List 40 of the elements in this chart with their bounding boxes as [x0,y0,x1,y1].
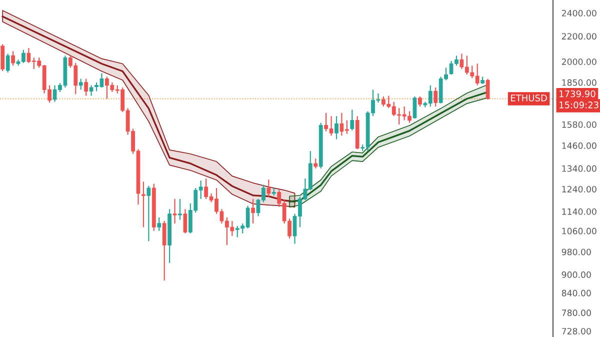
y-tick-label: 1340.00 [562,165,596,172]
candlestick [314,158,318,169]
candlestick [6,53,10,74]
candlestick [418,96,422,108]
candlestick [142,181,146,228]
y-tick-label: 728.00 [562,328,591,334]
candlestick [434,86,438,108]
candlestick [84,78,88,96]
y-tick-label: 2400.00 [562,10,596,16]
text: 15:09:23 [560,102,598,108]
annotation: ETHUSD [511,94,547,102]
candlestick [178,198,182,220]
y-tick-label: 2200.00 [562,33,596,40]
y-tick-label: 780.00 [562,310,591,316]
candlestick [146,185,151,242]
y-tick-label: 840.00 [562,290,591,296]
ref-line-label: 1739.90 [560,90,596,98]
y-tick-label: 2000.00 [562,58,596,66]
candlestick [157,216,162,232]
candlestick [266,179,271,198]
candlestick [412,96,417,120]
y-tick-label: 1140.00 [562,208,596,215]
candlestick [0,44,5,72]
y-tick-label: 980.00 [562,248,591,256]
candlestick [162,220,166,282]
candlestick [172,198,177,224]
candlestick [334,116,338,140]
candlestick [11,50,15,66]
y-tick-label: 1850.00 [562,79,596,86]
candlestick [350,109,354,131]
candlestick [251,198,255,224]
y-tick-label: 900.00 [562,271,591,278]
candlestick [89,84,94,96]
y-tick-label: 1460.00 [562,142,596,149]
candlestick [486,78,490,100]
y-tick-label: 1060.00 [562,228,596,234]
y-tick-label: 1240.00 [562,186,596,192]
candlestick [78,78,83,90]
y-tick-label: 1580.00 [562,121,596,128]
candlestick [183,208,188,234]
